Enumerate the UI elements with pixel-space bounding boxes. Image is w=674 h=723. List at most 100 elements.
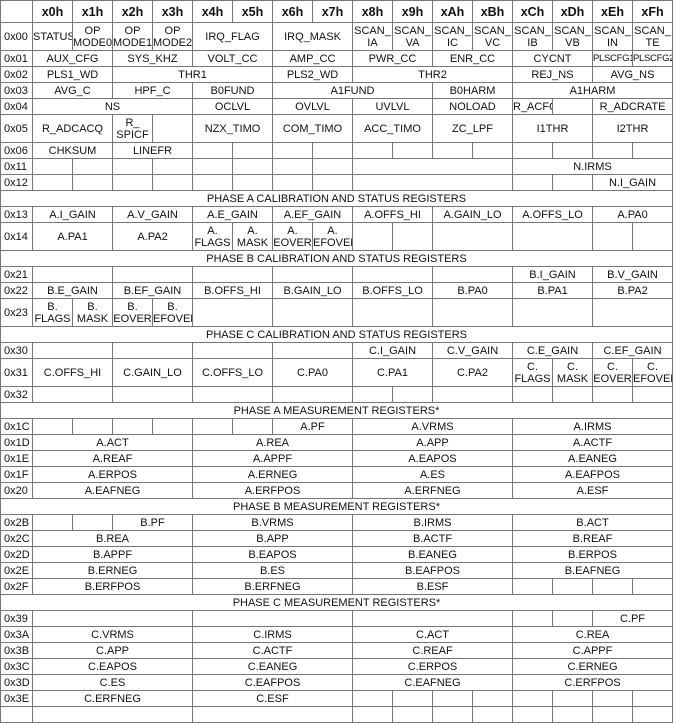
- register-cell: B.PA2: [592, 282, 673, 299]
- register-cell: SCAN_ VA: [392, 22, 433, 51]
- register-cell: B.EFOVER: [152, 298, 193, 327]
- register-cell: A.REAF: [32, 450, 193, 467]
- reserved-cell: [192, 174, 233, 191]
- register-cell: C.PA2: [432, 358, 513, 387]
- register-cell: B.VRMS: [192, 514, 353, 531]
- reserved-cell: [552, 174, 593, 191]
- register-cell: A.EANEG: [512, 450, 673, 467]
- register-cell: B.PA0: [432, 282, 513, 299]
- register-row: 0x30 C.I_GAIN C.V_GAIN C.E_GAIN C.EF_GAIN: [0, 342, 673, 359]
- reserved-cell: [392, 142, 433, 159]
- register-cell: B.EAFPOS: [352, 562, 513, 579]
- register-address: 0x06: [0, 142, 33, 159]
- register-row: 0x20 A.EAFNEG A.ERFPOS A.ERFNEG A.ESF: [0, 482, 673, 499]
- register-cell: A.EFOVER: [312, 222, 353, 251]
- reserved-cell: [432, 298, 513, 327]
- register-cell: C.ACT: [352, 626, 513, 643]
- register-address: [0, 706, 33, 723]
- reserved-cell: [72, 418, 113, 435]
- register-cell: OP MODE0: [72, 22, 113, 51]
- reserved-cell: [552, 578, 593, 595]
- register-map-body: 0x00 STATUS OP MODE0 OP MODE1 OP MODE2 IRQ_FLAG I…: [0, 22, 673, 723]
- register-cell: A.ERFNEG: [352, 482, 513, 499]
- register-address: 0x14: [0, 222, 33, 251]
- column-header: xDh: [552, 0, 593, 23]
- register-row: 0x3B C.APP C.ACTF C.REAF C.APPF: [0, 642, 673, 659]
- register-cell: B.ACT: [512, 514, 673, 531]
- register-row: 0x13 A.I_GAIN A.V_GAIN A.E_GAIN A.EF_GAIN A.O…: [0, 206, 673, 223]
- register-cell: B. FLAGS: [32, 298, 73, 327]
- section-title: PHASE A MEASUREMENT REGISTERS*: [0, 402, 673, 419]
- register-cell: C.APP: [32, 642, 193, 659]
- reserved-cell: [432, 386, 513, 403]
- register-cell: AVG_C: [32, 82, 113, 99]
- register-address: 0x05: [0, 114, 33, 143]
- reserved-cell: [112, 266, 193, 283]
- reserved-cell: [112, 158, 153, 175]
- register-cell: A. FLAGS: [192, 222, 233, 251]
- register-cell: PLSCFG1: [592, 50, 633, 67]
- register-row: 0x2B B.PF B.VRMS B.IRMS B.ACT: [0, 514, 673, 531]
- register-cell: PWR_CC: [352, 50, 433, 67]
- reserved-cell: [112, 386, 193, 403]
- register-cell: A. MASK: [232, 222, 273, 251]
- reserved-cell: [352, 706, 393, 723]
- register-cell: C.EAFPOS: [192, 674, 353, 691]
- reserved-cell: [192, 266, 273, 283]
- reserved-cell: [272, 342, 353, 359]
- register-row: 0x22 B.E_GAIN B.EF_GAIN B.OFFS_HI B.GAIN_LO B…: [0, 282, 673, 299]
- reserved-cell: [72, 158, 113, 175]
- register-cell: B.E_GAIN: [32, 282, 113, 299]
- register-cell: C.IRMS: [192, 626, 353, 643]
- section-title: PHASE C CALIBRATION AND STATUS REGISTERS: [0, 326, 673, 343]
- reserved-cell: [432, 690, 473, 707]
- register-cell: B.EAPOS: [192, 546, 353, 563]
- section-title: PHASE A CALIBRATION AND STATUS REGISTERS: [0, 190, 673, 207]
- reserved-cell: [192, 610, 353, 627]
- register-cell: C.REA: [512, 626, 673, 643]
- register-cell: C.ERPOS: [352, 658, 513, 675]
- register-cell: B.GAIN_LO: [272, 282, 353, 299]
- register-row: 0x2D B.APPF B.EAPOS B.EANEG B.ERPOS: [0, 546, 673, 563]
- reserved-cell: [32, 706, 193, 723]
- section-header-row: PHASE A CALIBRATION AND STATUS REGISTERS: [0, 190, 673, 207]
- register-row: 0x31 C.OFFS_HI C.GAIN_LO C.OFFS_LO C.PA0 C.PA…: [0, 358, 673, 387]
- register-cell: IRQ_MASK: [272, 22, 353, 51]
- register-cell: C.ERFNEG: [32, 690, 193, 707]
- register-cell: A.V_GAIN: [112, 206, 193, 223]
- reserved-cell: [32, 174, 73, 191]
- register-cell: PLSCFG2: [632, 50, 673, 67]
- register-cell: C. FLAGS: [512, 358, 553, 387]
- section-title: PHASE B CALIBRATION AND STATUS REGISTERS: [0, 250, 673, 267]
- register-cell: B.EANEG: [352, 546, 513, 563]
- register-cell: A.PA0: [592, 206, 673, 223]
- register-cell: B.ES: [192, 562, 353, 579]
- reserved-cell: [192, 142, 233, 159]
- register-address: 0x3B: [0, 642, 33, 659]
- column-header: x7h: [312, 0, 353, 23]
- column-header: x2h: [112, 0, 153, 23]
- register-cell: C.GAIN_LO: [112, 358, 193, 387]
- register-cell: B.ACTF: [352, 530, 513, 547]
- register-row: 0x00 STATUS OP MODE0 OP MODE1 OP MODE2 IRQ_FLAG I…: [0, 22, 673, 51]
- register-cell: ZC_LPF: [432, 114, 513, 143]
- register-address: 0x12: [0, 174, 33, 191]
- register-cell: B.ERPOS: [512, 546, 673, 563]
- register-row: 0x1E A.REAF A.APPF A.EAPOS A.EANEG: [0, 450, 673, 467]
- reserved-cell: [472, 142, 513, 159]
- register-address: 0x30: [0, 342, 33, 359]
- register-address: 0x01: [0, 50, 33, 67]
- register-cell: C.REAF: [352, 642, 513, 659]
- reserved-cell: [192, 298, 273, 327]
- register-address: 0x2C: [0, 530, 33, 547]
- register-cell: THR1: [112, 66, 273, 83]
- reserved-cell: [312, 142, 353, 159]
- column-header: x5h: [232, 0, 273, 23]
- register-row: 0x1C A.PF A.VRMS A.IRMS: [0, 418, 673, 435]
- register-row: 0x21 B.I_GAIN B.V_GAIN: [0, 266, 673, 283]
- reserved-cell: [32, 386, 113, 403]
- column-header: x3h: [152, 0, 193, 23]
- register-cell: SCAN_ IA: [352, 22, 393, 51]
